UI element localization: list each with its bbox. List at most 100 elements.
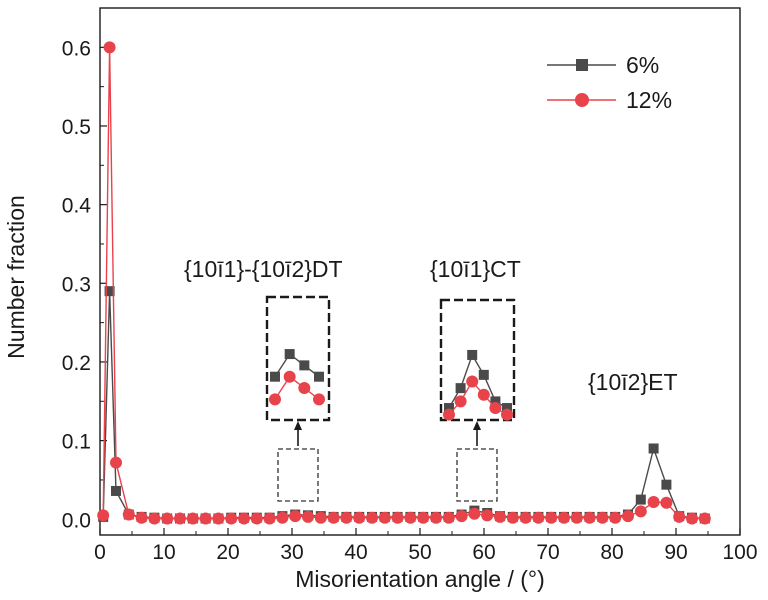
x-tick-label: 50 bbox=[408, 541, 431, 564]
x-tick-label: 30 bbox=[280, 541, 303, 564]
ct-highlight-box bbox=[456, 448, 498, 502]
inset-point bbox=[313, 393, 325, 406]
inset-markers bbox=[269, 349, 513, 421]
data-point bbox=[302, 510, 314, 523]
legend-marker-circle bbox=[575, 93, 589, 107]
data-point bbox=[596, 511, 609, 524]
data-point bbox=[110, 456, 122, 469]
data-point bbox=[583, 511, 596, 524]
inset-point bbox=[269, 393, 281, 406]
data-point bbox=[660, 496, 673, 509]
data-point bbox=[686, 512, 698, 525]
data-point bbox=[558, 511, 570, 524]
data-point bbox=[622, 510, 634, 523]
data-point bbox=[263, 512, 276, 525]
data-point bbox=[174, 512, 186, 525]
dt-highlight-box bbox=[277, 448, 319, 502]
data-point bbox=[276, 511, 289, 524]
x-tick-label: 70 bbox=[536, 541, 559, 564]
x-axis-label: Misorientation angle / (°) bbox=[295, 566, 545, 592]
inset-point bbox=[284, 349, 295, 360]
dt-arrow bbox=[294, 421, 302, 446]
inset-point bbox=[466, 375, 479, 388]
y-tick-label: 0.1 bbox=[62, 431, 91, 454]
inset-line bbox=[274, 375, 320, 400]
data-point bbox=[430, 511, 442, 524]
y-tick-label: 0.4 bbox=[62, 195, 92, 218]
data-point bbox=[634, 505, 647, 518]
ct-zoom-inset bbox=[439, 298, 516, 422]
data-point bbox=[673, 510, 686, 523]
data-point bbox=[104, 286, 115, 297]
data-point bbox=[225, 512, 238, 525]
data-point bbox=[212, 512, 225, 525]
data-point bbox=[468, 507, 481, 520]
data-point bbox=[148, 512, 161, 525]
series-12pct bbox=[97, 41, 711, 525]
data-point bbox=[609, 511, 622, 524]
inset-point bbox=[478, 369, 489, 380]
series-line bbox=[102, 47, 705, 520]
data-point bbox=[455, 510, 468, 523]
data-point bbox=[647, 495, 660, 508]
x-tick-label: 0 bbox=[94, 541, 106, 564]
inset-point bbox=[467, 349, 478, 360]
inset-point bbox=[490, 396, 501, 407]
inset-point bbox=[501, 408, 513, 421]
data-point bbox=[698, 512, 711, 525]
data-point bbox=[122, 508, 135, 521]
data-point bbox=[366, 511, 378, 524]
data-point bbox=[442, 511, 455, 524]
y-axis-label: Number fraction bbox=[3, 195, 29, 359]
inset-line bbox=[274, 353, 320, 378]
data-point bbox=[340, 511, 353, 524]
data-point bbox=[404, 511, 417, 524]
y-tick-label: 0.5 bbox=[62, 116, 91, 139]
data-point bbox=[314, 511, 327, 524]
data-point bbox=[494, 510, 506, 523]
data-point bbox=[199, 512, 212, 525]
data-point bbox=[545, 511, 558, 524]
data-point bbox=[353, 511, 366, 524]
x-tick-label: 80 bbox=[600, 541, 623, 564]
x-tick-label: 40 bbox=[344, 541, 367, 564]
data-point bbox=[103, 41, 116, 54]
inset-point bbox=[298, 382, 311, 395]
y-tick-label: 0.0 bbox=[62, 509, 91, 532]
dt-zoom-inset bbox=[265, 295, 331, 422]
x-tick-label: 100 bbox=[722, 541, 757, 564]
data-point bbox=[327, 511, 340, 524]
data-point bbox=[161, 512, 174, 525]
data-point bbox=[519, 511, 532, 524]
dt-annotation: {10ī1}-{10ī2}DT bbox=[184, 256, 343, 282]
data-point bbox=[506, 511, 519, 524]
y-tick-label: 0.3 bbox=[62, 273, 91, 296]
legend-label-6: 6% bbox=[626, 52, 659, 78]
data-point bbox=[135, 511, 148, 524]
inset-point bbox=[502, 403, 512, 414]
inset-point bbox=[443, 408, 455, 421]
x-tick-label: 20 bbox=[216, 541, 239, 564]
y-tick-label: 0.2 bbox=[62, 352, 91, 375]
legend: 6% 12% bbox=[547, 52, 672, 113]
inset-point bbox=[477, 388, 490, 401]
data-point bbox=[481, 509, 494, 522]
data-point bbox=[289, 510, 302, 523]
inset-point bbox=[444, 403, 454, 414]
data-point bbox=[111, 485, 121, 496]
data-point bbox=[238, 512, 250, 525]
x-tick-label: 10 bbox=[152, 541, 175, 564]
legend-item-12: 12% bbox=[547, 87, 672, 113]
inset-point bbox=[270, 371, 280, 382]
et-annotation: {10ī2}ET bbox=[588, 369, 678, 395]
data-point bbox=[378, 511, 391, 524]
series-layer bbox=[97, 41, 711, 525]
data-point bbox=[391, 511, 404, 524]
x-axis: 0 10 20 30 40 50 60 70 80 90 100 bbox=[94, 528, 758, 564]
data-point bbox=[186, 512, 199, 525]
ct-arrow bbox=[473, 421, 481, 446]
series-6pct bbox=[98, 286, 710, 524]
data-point bbox=[648, 443, 659, 454]
x-tick-label: 90 bbox=[664, 541, 687, 564]
